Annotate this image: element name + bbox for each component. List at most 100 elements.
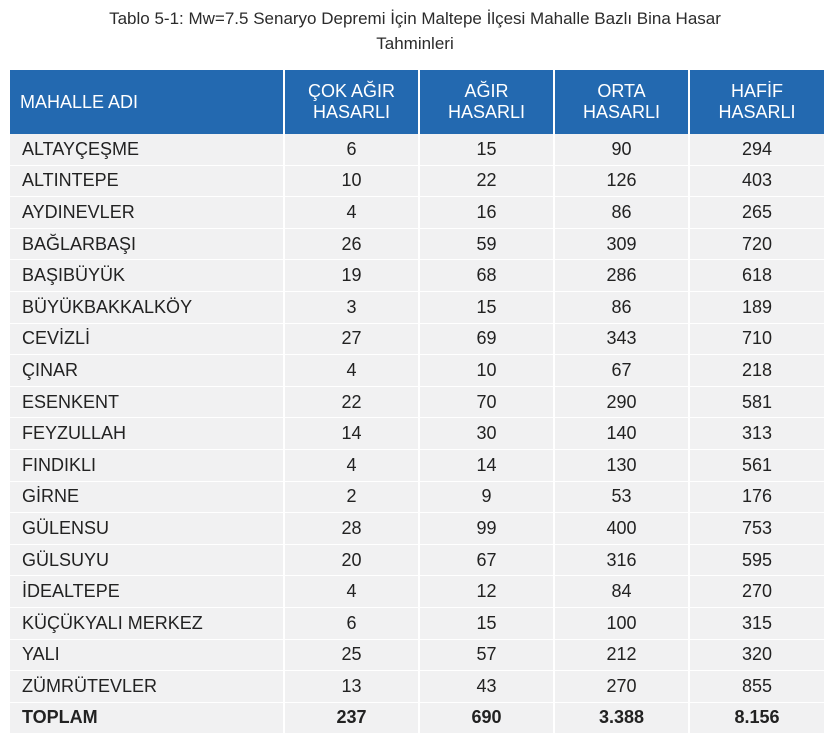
cell-very-heavy: 237	[283, 702, 418, 733]
cell-light: 581	[688, 386, 824, 419]
cell-very-heavy: 10	[283, 165, 418, 198]
cell-moderate: 67	[553, 355, 688, 387]
table-row: ÇINAR 4 10 67 218	[10, 355, 824, 387]
header-light-line1: HAFİF	[731, 81, 783, 101]
cell-moderate: 86	[553, 197, 688, 229]
cell-neighborhood: TOPLAM	[10, 702, 283, 733]
cell-heavy: 9	[418, 481, 553, 514]
cell-light: 320	[688, 639, 824, 672]
table-row: AYDINEVLER 4 16 86 265	[10, 197, 824, 229]
table-row: GÜLSUYU 20 67 316 595	[10, 544, 824, 577]
table-row: GÜLENSU 28 99 400 753	[10, 513, 824, 545]
cell-neighborhood: ESENKENT	[10, 386, 283, 419]
cell-neighborhood: BAŞIBÜYÜK	[10, 260, 283, 292]
cell-very-heavy: 4	[283, 576, 418, 608]
cell-moderate: 53	[553, 481, 688, 514]
cell-very-heavy: 6	[283, 134, 418, 166]
cell-very-heavy: 13	[283, 671, 418, 703]
cell-moderate: 309	[553, 228, 688, 261]
cell-neighborhood: AYDINEVLER	[10, 197, 283, 229]
table-header-row: MAHALLE ADI ÇOK AĞIR HASARLI AĞIR HASARLI …	[10, 70, 824, 134]
cell-neighborhood: BAĞLARBAŞI	[10, 228, 283, 261]
header-moderate-damage: ORTA HASARLI	[553, 70, 688, 134]
cell-heavy: 43	[418, 671, 553, 703]
cell-heavy: 22	[418, 165, 553, 198]
cell-neighborhood: ÇINAR	[10, 355, 283, 387]
table-row: ZÜMRÜTEVLER 13 43 270 855	[10, 671, 824, 703]
cell-moderate: 86	[553, 291, 688, 324]
cell-neighborhood: GÜLENSU	[10, 513, 283, 545]
cell-moderate: 290	[553, 386, 688, 419]
cell-heavy: 99	[418, 513, 553, 545]
cell-very-heavy: 27	[283, 323, 418, 356]
cell-neighborhood: GÜLSUYU	[10, 544, 283, 577]
cell-neighborhood: İDEALTEPE	[10, 576, 283, 608]
cell-heavy: 30	[418, 418, 553, 450]
cell-neighborhood: BÜYÜKBAKKALKÖY	[10, 291, 283, 324]
cell-very-heavy: 4	[283, 449, 418, 482]
cell-neighborhood: CEVİZLİ	[10, 323, 283, 356]
cell-light: 403	[688, 165, 824, 198]
cell-moderate: 100	[553, 607, 688, 640]
cell-very-heavy: 19	[283, 260, 418, 292]
header-neighborhood-label: MAHALLE ADI	[20, 91, 139, 112]
cell-very-heavy: 20	[283, 544, 418, 577]
table-row: YALI 25 57 212 320	[10, 639, 824, 672]
cell-moderate: 140	[553, 418, 688, 450]
cell-moderate: 126	[553, 165, 688, 198]
cell-heavy: 12	[418, 576, 553, 608]
cell-light: 710	[688, 323, 824, 356]
cell-light: 265	[688, 197, 824, 229]
cell-heavy: 16	[418, 197, 553, 229]
cell-neighborhood: FEYZULLAH	[10, 418, 283, 450]
header-heavy-line1: AĞIR	[464, 81, 509, 101]
cell-heavy: 15	[418, 134, 553, 166]
header-moderate-line1: ORTA	[597, 81, 646, 101]
cell-very-heavy: 2	[283, 481, 418, 514]
cell-heavy: 15	[418, 291, 553, 324]
table-row: FEYZULLAH 14 30 140 313	[10, 418, 824, 450]
table-row: FINDIKLI 4 14 130 561	[10, 449, 824, 482]
cell-moderate: 212	[553, 639, 688, 672]
cell-heavy: 69	[418, 323, 553, 356]
header-moderate-line2: HASARLI	[582, 102, 661, 122]
cell-heavy: 70	[418, 386, 553, 419]
cell-moderate: 316	[553, 544, 688, 577]
cell-very-heavy: 4	[283, 355, 418, 387]
cell-heavy: 68	[418, 260, 553, 292]
caption-line-1: Tablo 5-1: Mw=7.5 Senaryo Depremi İçin M…	[109, 9, 721, 28]
header-very-heavy-line2: HASARLI	[312, 102, 391, 122]
cell-neighborhood: YALI	[10, 639, 283, 672]
table-row: ESENKENT 22 70 290 581	[10, 386, 824, 419]
cell-light: 595	[688, 544, 824, 577]
cell-moderate: 90	[553, 134, 688, 166]
cell-heavy: 57	[418, 639, 553, 672]
table-row: GİRNE 2 9 53 176	[10, 481, 824, 514]
cell-moderate: 286	[553, 260, 688, 292]
cell-light: 753	[688, 513, 824, 545]
table-row: BAŞIBÜYÜK 19 68 286 618	[10, 260, 824, 292]
cell-neighborhood: GİRNE	[10, 481, 283, 514]
cell-neighborhood: ALTINTEPE	[10, 165, 283, 198]
table-row: KÜÇÜKYALI MERKEZ 6 15 100 315	[10, 607, 824, 640]
cell-very-heavy: 14	[283, 418, 418, 450]
cell-neighborhood: KÜÇÜKYALI MERKEZ	[10, 607, 283, 640]
cell-very-heavy: 28	[283, 513, 418, 545]
cell-light: 313	[688, 418, 824, 450]
header-very-heavy-line1: ÇOK AĞIR	[307, 81, 396, 101]
cell-neighborhood: FINDIKLI	[10, 449, 283, 482]
cell-very-heavy: 4	[283, 197, 418, 229]
cell-light: 618	[688, 260, 824, 292]
cell-moderate: 270	[553, 671, 688, 703]
cell-light: 270	[688, 576, 824, 608]
header-very-heavy-damage: ÇOK AĞIR HASARLI	[283, 70, 418, 134]
header-heavy-line2: HASARLI	[447, 102, 526, 122]
header-light-line2: HASARLI	[718, 102, 796, 122]
table-row: ALTINTEPE 10 22 126 403	[10, 165, 824, 198]
cell-light: 218	[688, 355, 824, 387]
cell-heavy: 14	[418, 449, 553, 482]
cell-light: 561	[688, 449, 824, 482]
cell-light: 8.156	[688, 702, 824, 733]
cell-very-heavy: 22	[283, 386, 418, 419]
cell-light: 294	[688, 134, 824, 166]
